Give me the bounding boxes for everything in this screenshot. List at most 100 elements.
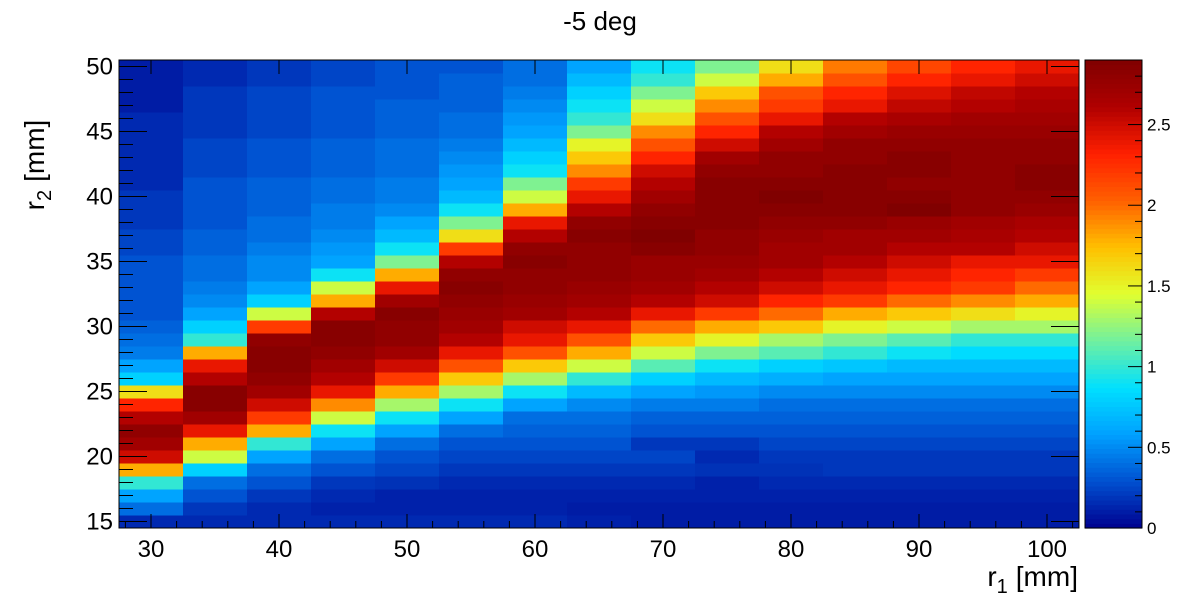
heatmap-cell bbox=[951, 99, 1016, 113]
heatmap-cell bbox=[631, 320, 696, 334]
y-tick-label: 40 bbox=[86, 184, 113, 211]
heatmap-cell bbox=[695, 229, 760, 243]
heatmap-cell bbox=[439, 463, 504, 477]
heatmap-cell bbox=[119, 255, 184, 269]
heatmap-cell bbox=[183, 268, 248, 282]
heatmap-cell bbox=[375, 125, 440, 139]
color-scale-band bbox=[1085, 322, 1142, 328]
color-scale-band bbox=[1085, 523, 1142, 529]
color-scale-band bbox=[1085, 144, 1142, 150]
heatmap-cell bbox=[759, 151, 824, 165]
color-scale-band bbox=[1085, 434, 1142, 440]
heatmap-cell bbox=[567, 229, 632, 243]
heatmap-cell bbox=[1015, 476, 1080, 490]
color-scale-band bbox=[1085, 237, 1142, 244]
color-scale-band bbox=[1085, 425, 1142, 431]
color-scale-band bbox=[1085, 476, 1142, 482]
heatmap-cell bbox=[695, 372, 760, 386]
heatmap-cell bbox=[887, 281, 952, 295]
color-scale-band bbox=[1085, 162, 1142, 169]
heatmap-cell bbox=[439, 320, 504, 334]
heatmap-cell bbox=[183, 307, 248, 321]
heatmap-cell bbox=[311, 60, 376, 74]
heatmap-cell bbox=[375, 307, 440, 321]
heatmap-cell bbox=[311, 372, 376, 386]
heatmap-cell bbox=[759, 320, 824, 334]
color-scale-band bbox=[1085, 518, 1142, 524]
heatmap-cell bbox=[823, 411, 888, 425]
heatmap-cell bbox=[759, 294, 824, 308]
heatmap-cell bbox=[183, 294, 248, 308]
heatmap-cell bbox=[439, 268, 504, 282]
heatmap-cell bbox=[823, 203, 888, 217]
heatmap-cell bbox=[119, 112, 184, 126]
color-scale-band bbox=[1085, 354, 1142, 361]
color-scale-band bbox=[1085, 88, 1142, 94]
color-scale-band bbox=[1085, 382, 1142, 389]
heatmap-cell bbox=[119, 372, 184, 386]
heatmap-cell bbox=[695, 268, 760, 282]
heatmap-cell bbox=[887, 398, 952, 412]
heatmap-cell bbox=[503, 424, 568, 438]
heatmap-cell bbox=[311, 255, 376, 269]
heatmap-cell bbox=[119, 229, 184, 243]
heatmap-cell bbox=[119, 411, 184, 425]
heatmap-cell bbox=[951, 294, 1016, 308]
heatmap-cell bbox=[951, 320, 1016, 334]
heatmap-cell bbox=[119, 242, 184, 256]
heatmap-cell bbox=[887, 203, 952, 217]
heatmap-cell bbox=[823, 216, 888, 230]
heatmap-cell bbox=[247, 125, 312, 139]
heatmap-cell bbox=[823, 99, 888, 113]
heatmap-cell bbox=[183, 515, 248, 529]
heatmap-cell bbox=[247, 424, 312, 438]
heatmap-cell bbox=[759, 476, 824, 490]
heatmap-cell bbox=[119, 424, 184, 438]
heatmap-cell bbox=[567, 411, 632, 425]
color-scale-tick-label: 0 bbox=[1147, 519, 1156, 538]
heatmap-cell bbox=[951, 333, 1016, 347]
color-scale-band bbox=[1085, 406, 1142, 412]
heatmap-cell bbox=[887, 307, 952, 321]
x-tick-label: 50 bbox=[394, 536, 421, 563]
color-scale-band bbox=[1085, 420, 1142, 426]
heatmap-cell bbox=[759, 333, 824, 347]
heatmap-cell bbox=[567, 73, 632, 87]
heatmap-cell bbox=[247, 190, 312, 204]
heatmap-cell bbox=[695, 515, 760, 529]
y-axis-label-unit: [mm] bbox=[19, 120, 50, 182]
heatmap-cell bbox=[119, 138, 184, 152]
color-scale-band bbox=[1085, 200, 1142, 206]
heatmap-cell bbox=[375, 398, 440, 412]
heatmap-cell bbox=[439, 281, 504, 295]
heatmap-cell bbox=[311, 86, 376, 100]
heatmap-cell bbox=[503, 281, 568, 295]
heatmap-cell bbox=[1015, 73, 1080, 87]
heatmap-cell bbox=[695, 476, 760, 490]
heatmap-cell bbox=[1015, 255, 1080, 269]
heatmap-cell bbox=[631, 125, 696, 139]
heatmap-cell bbox=[695, 424, 760, 438]
heatmap-cell bbox=[759, 255, 824, 269]
heatmap-cell bbox=[119, 502, 184, 516]
heatmap-cell bbox=[1015, 190, 1080, 204]
heatmap-cell bbox=[119, 190, 184, 204]
y-tick-label: 20 bbox=[86, 444, 113, 471]
heatmap-cell bbox=[823, 372, 888, 386]
heatmap-cell bbox=[759, 242, 824, 256]
heatmap-cell bbox=[823, 502, 888, 516]
heatmap-cell bbox=[247, 333, 312, 347]
heatmap-cell bbox=[759, 307, 824, 321]
color-scale-band bbox=[1085, 120, 1142, 127]
color-scale-band bbox=[1085, 457, 1142, 464]
heatmap-cell bbox=[759, 86, 824, 100]
color-scale-band bbox=[1085, 448, 1142, 454]
heatmap-cell bbox=[695, 463, 760, 477]
color-scale-band bbox=[1085, 284, 1142, 290]
heatmap-cell bbox=[119, 359, 184, 373]
heatmap-cell bbox=[887, 385, 952, 399]
heatmap-cell bbox=[503, 177, 568, 191]
x-tick-label: 70 bbox=[650, 536, 677, 563]
heatmap-cell bbox=[951, 515, 1016, 529]
heatmap-cell bbox=[183, 346, 248, 360]
